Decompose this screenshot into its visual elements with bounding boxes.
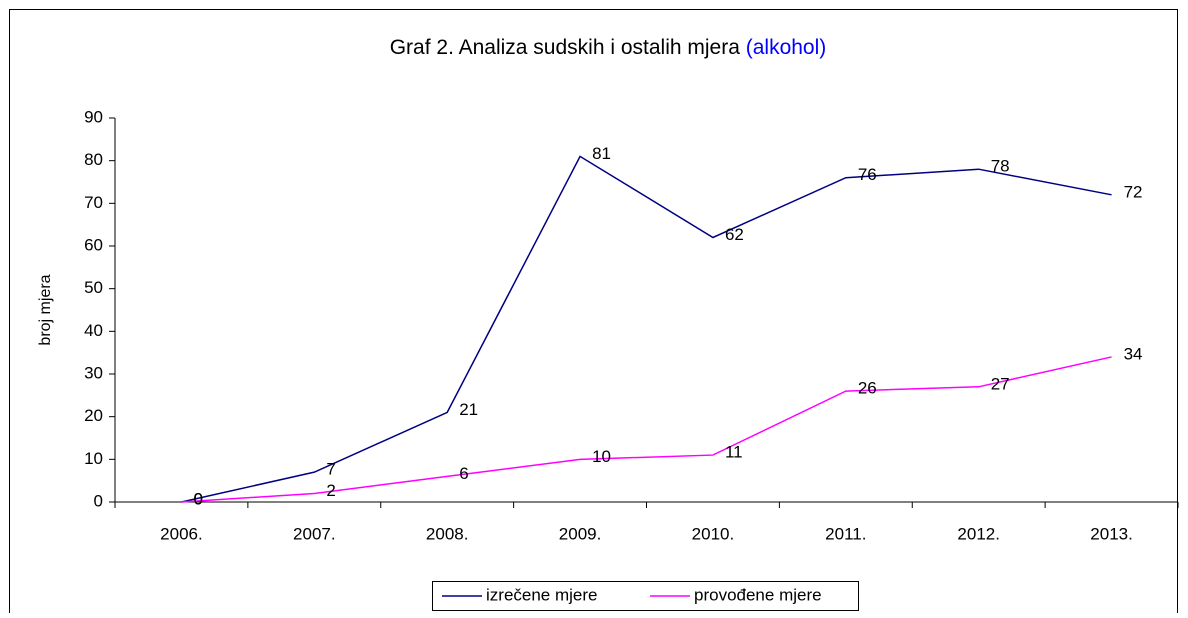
x-tick-label: 2010.	[692, 524, 735, 543]
data-label: 0	[193, 489, 202, 508]
y-tick-label: 20	[84, 406, 103, 425]
data-label: 21	[459, 400, 478, 419]
legend-label: provođene mjere	[694, 585, 822, 604]
data-label: 6	[459, 464, 468, 483]
legend-label: izrečene mjere	[486, 585, 598, 604]
y-tick-label: 80	[84, 150, 103, 169]
data-label: 81	[592, 144, 611, 163]
data-label: 78	[991, 157, 1010, 176]
data-label: 27	[991, 374, 1010, 393]
x-tick-label: 2008.	[426, 524, 469, 543]
x-tick-label: 2006.	[160, 524, 203, 543]
y-tick-label: 70	[84, 193, 103, 212]
data-label: 11	[725, 443, 743, 462]
y-tick-label: 50	[84, 278, 103, 297]
y-tick-label: 90	[84, 107, 103, 126]
chart-border	[9, 9, 1178, 618]
y-tick-label: 10	[84, 449, 103, 468]
series-line	[181, 155, 1112, 503]
data-label: 0	[193, 489, 202, 508]
data-label: 7	[326, 460, 335, 479]
y-tick-label: 0	[94, 491, 103, 510]
x-tick-label: 2007.	[293, 524, 336, 543]
x-tick-label: 2011.	[825, 524, 866, 543]
data-label: 2	[326, 481, 335, 500]
data-label: 72	[1124, 182, 1143, 201]
data-label: 10	[592, 447, 611, 466]
y-axis-label: broj mjera	[37, 274, 54, 345]
x-tick-label: 2009.	[559, 524, 602, 543]
series-line	[181, 356, 1112, 503]
data-label: 34	[1124, 344, 1143, 363]
chart-title: Graf 2. Analiza sudskih i ostalih mjera …	[390, 36, 827, 59]
y-tick-label: 30	[84, 363, 103, 382]
title-main: Graf 2. Analiza sudskih i ostalih mjera	[390, 36, 740, 59]
data-label: 76	[858, 165, 877, 184]
title-note: (alkohol)	[746, 36, 827, 59]
y-tick-label: 40	[84, 321, 103, 340]
data-label: 26	[858, 379, 877, 398]
data-label: 62	[725, 225, 744, 244]
x-tick-label: 2013.	[1090, 524, 1133, 543]
legend	[432, 581, 859, 611]
y-tick-label: 60	[84, 235, 103, 254]
x-tick-label: 2012.	[957, 524, 1000, 543]
